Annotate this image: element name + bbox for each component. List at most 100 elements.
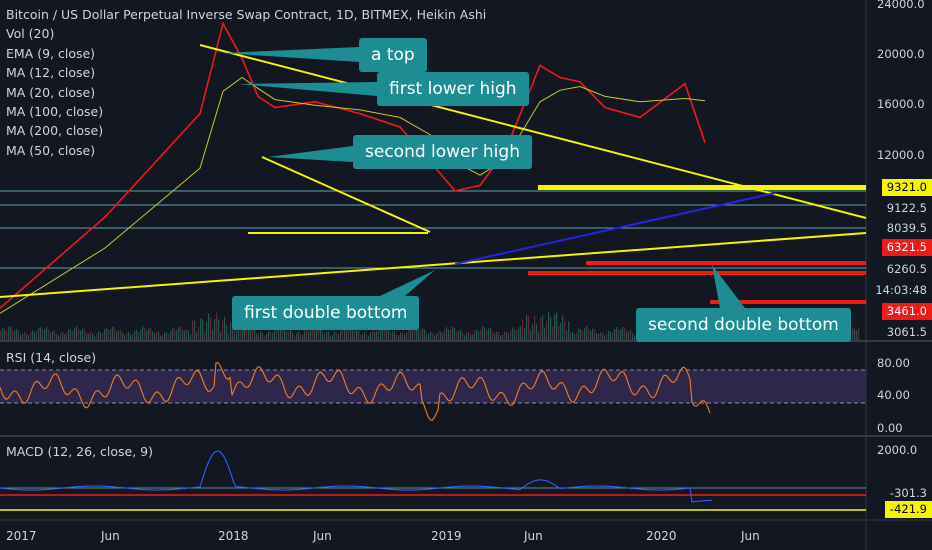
volume-bar <box>24 331 26 340</box>
volume-bar <box>496 331 498 340</box>
volume-bar <box>432 333 434 340</box>
time-label-2017: 2017 <box>6 529 37 543</box>
horizontal-levels <box>0 185 866 304</box>
volume-bar <box>456 331 458 340</box>
volume-bar <box>428 333 430 340</box>
volume-bar <box>472 334 474 340</box>
indicator-ma-50[interactable]: MA (50, close) <box>6 142 96 158</box>
volume-bar <box>12 330 14 340</box>
volume-bar <box>182 330 184 340</box>
indicator-ma-20[interactable]: MA (20, close) <box>6 84 96 100</box>
callout-first-lower-high[interactable]: first lower high <box>377 72 529 106</box>
volume-bar <box>116 331 118 340</box>
volume-bar <box>108 329 110 340</box>
volume-bar <box>104 329 106 340</box>
callout-second-lower-high-text: second lower high <box>365 142 520 162</box>
trendline-blue-support <box>454 192 776 265</box>
price-tick-12000: 12000.0 <box>877 148 925 162</box>
volume-bar <box>624 327 626 340</box>
volume-bar <box>324 333 326 340</box>
volume-bar <box>586 326 588 340</box>
volume-bar <box>266 333 268 340</box>
volume-bar <box>620 329 622 340</box>
volume-bar <box>16 328 18 340</box>
volume-bar <box>22 333 24 340</box>
volume-bar <box>546 321 548 340</box>
volume-bar <box>454 327 456 340</box>
indicator-ma-100[interactable]: MA (100, close) <box>6 104 104 120</box>
callout-first-double-bottom-text: first double bottom <box>244 303 408 323</box>
volume-bar <box>390 332 392 340</box>
volume-bar <box>590 330 592 340</box>
volume-bar <box>82 328 84 340</box>
volume-bar <box>136 329 138 340</box>
volume-bar <box>856 330 858 340</box>
rsi-label[interactable]: RSI (14, close) <box>6 350 97 365</box>
callout-second-double-bottom[interactable]: second double bottom <box>636 308 851 342</box>
rsi-tick-40: 40.00 <box>877 388 910 402</box>
volume-bar <box>518 327 520 340</box>
volume-bar <box>178 327 180 340</box>
volume-bar <box>346 330 348 340</box>
volume-bar <box>106 327 108 340</box>
callout-a-top[interactable]: a top <box>359 38 427 72</box>
indicator-vol[interactable]: Vol (20) <box>6 26 55 42</box>
volume-bar <box>578 328 580 340</box>
callout-second-lower-high[interactable]: second lower high <box>353 135 532 169</box>
volume-bar <box>176 330 178 340</box>
volume-bar <box>528 316 530 340</box>
level-6321-line <box>586 261 866 265</box>
volume-bar <box>148 328 150 340</box>
volume-bar <box>510 330 512 340</box>
volume-bar <box>352 330 354 340</box>
volume-bar <box>458 331 460 340</box>
volume-bar <box>34 332 36 340</box>
volume-bar <box>364 331 366 340</box>
volume-bar <box>44 328 46 340</box>
volume-bar <box>388 329 390 340</box>
volume-bar <box>158 332 160 340</box>
volume-bar <box>50 332 52 340</box>
volume-bar <box>204 330 206 340</box>
time-label-jun-2018: Jun <box>313 529 332 543</box>
volume-bar <box>416 326 418 340</box>
volume-bar <box>492 331 494 340</box>
indicator-ema-9[interactable]: EMA (9, close) <box>6 45 96 61</box>
volume-bar <box>608 330 610 340</box>
trendline-descending-major <box>199 44 867 219</box>
volume-bar <box>444 328 446 340</box>
volume-bar <box>258 333 260 340</box>
indicator-ma-200[interactable]: MA (200, close) <box>6 123 104 139</box>
volume-bar <box>554 314 556 340</box>
volume-bar <box>32 330 34 340</box>
indicator-ma-12[interactable]: MA (12, close) <box>6 65 96 81</box>
volume-bar <box>156 331 158 340</box>
volume-bar <box>494 333 496 340</box>
volume-bar <box>564 321 566 340</box>
volume-bar <box>18 330 20 340</box>
volume-bar <box>544 327 546 340</box>
trendline-descending-minor <box>261 156 431 233</box>
volume-bar <box>46 326 48 340</box>
macd-label[interactable]: MACD (12, 26, close, 9) <box>6 444 153 459</box>
volume-bar <box>612 332 614 340</box>
volume-bar <box>144 327 146 340</box>
volume-bar <box>122 332 124 340</box>
volume-bar <box>418 328 420 340</box>
volume-bar <box>404 334 406 340</box>
volume-bar <box>242 323 244 340</box>
volume-bar <box>90 331 92 340</box>
volume-bar <box>94 335 96 340</box>
pointer-second-double-bottom <box>712 265 745 308</box>
price-tick-24000: 24000.0 <box>877 0 925 11</box>
volume-bar <box>542 315 544 340</box>
volume-bar <box>152 331 154 340</box>
volume-bar <box>334 331 336 340</box>
volume-bar <box>566 330 568 340</box>
volume-bar <box>314 327 316 340</box>
volume-bar <box>328 332 330 340</box>
callout-first-double-bottom[interactable]: first double bottom <box>232 296 420 330</box>
volume-bar <box>304 330 306 340</box>
volume-bar <box>482 326 484 340</box>
volume-bar <box>208 313 210 340</box>
